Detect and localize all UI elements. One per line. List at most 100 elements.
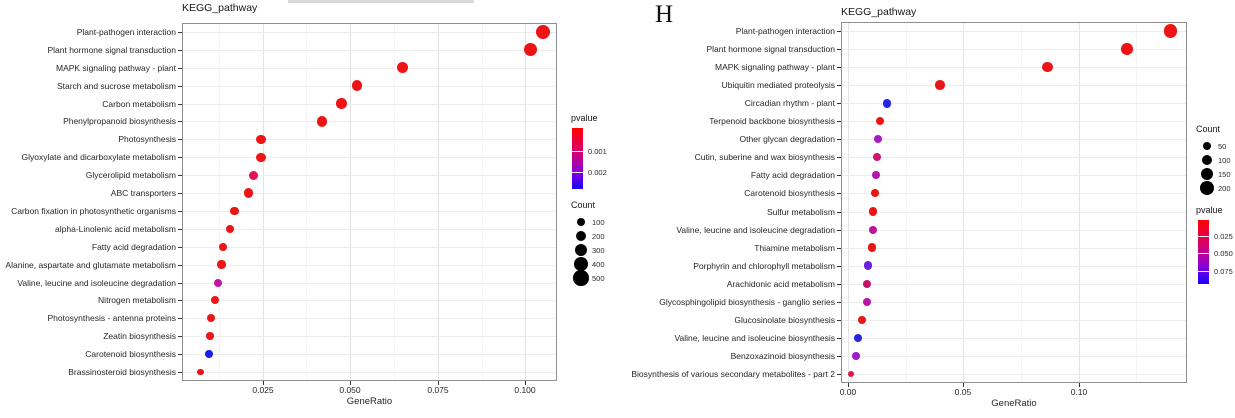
data-point: [256, 152, 266, 162]
count-legend-label: 500: [592, 274, 605, 283]
gridline-row: [842, 85, 1186, 86]
gridline-row: [842, 212, 1186, 213]
pvalue-tick-label: 0.025: [1214, 232, 1233, 241]
y-axis-tick: [178, 372, 182, 373]
x-axis-tick: [438, 381, 439, 385]
x-axis-tick: [263, 381, 264, 385]
pvalue-legend-title: pvalue: [571, 113, 598, 123]
pvalue-gradient-bar: [1198, 220, 1209, 284]
gridline-major: [963, 23, 964, 382]
data-point: [873, 135, 882, 144]
gridline-row: [183, 157, 556, 158]
y-axis-tick: [178, 300, 182, 301]
data-point: [205, 350, 213, 358]
gridline-row: [842, 157, 1186, 158]
y-axis-label: Arachidonic acid metabolism: [726, 278, 835, 289]
gridline-minor: [306, 24, 307, 380]
gridline-minor: [394, 24, 395, 380]
pvalue-tick-label: 0.002: [588, 167, 607, 177]
x-tick-label: 0.100: [514, 385, 536, 395]
y-axis-tick: [178, 193, 182, 194]
y-axis-tick: [837, 121, 841, 122]
y-axis-label: Carotenoid biosynthesis: [744, 188, 835, 199]
pvalue-gradient-tick: [1198, 236, 1209, 237]
data-point: [934, 80, 945, 90]
y-axis-tick: [178, 86, 182, 87]
data-point: [869, 207, 878, 216]
gridline-row: [183, 50, 556, 51]
y-axis-tick: [837, 31, 841, 32]
gridline-row: [183, 318, 556, 319]
gridline-major: [525, 24, 526, 380]
y-axis-tick: [178, 354, 182, 355]
y-axis-label: Plant-pathogen interaction: [735, 26, 835, 37]
data-point: [863, 297, 872, 306]
gridline-row: [842, 193, 1186, 194]
gridline-row: [842, 356, 1186, 357]
y-axis-tick: [178, 229, 182, 230]
data-point: [243, 188, 254, 198]
y-axis-tick: [837, 338, 841, 339]
gridline-row: [183, 265, 556, 266]
y-axis-label: Zeatin biosynthesis: [103, 331, 176, 342]
y-axis-tick: [178, 283, 182, 284]
data-point: [857, 315, 866, 324]
x-tick-label: 0.10: [1070, 387, 1088, 397]
y-axis-label: Carbon fixation in photosynthetic organi…: [11, 205, 176, 216]
y-axis-label: Valine, leucine and isoleucine degradati…: [676, 224, 835, 235]
x-axis-tick: [525, 381, 526, 385]
y-axis-tick: [178, 139, 182, 140]
y-axis-label: Terpenoid backbone biosynthesis: [709, 116, 835, 127]
pvalue-gradient-tick: [572, 151, 583, 152]
gridline-minor: [482, 24, 483, 380]
data-point: [863, 279, 872, 288]
pvalue-gradient-tick: [1198, 271, 1209, 272]
gridline-row: [183, 193, 556, 194]
data-point: [225, 224, 235, 234]
y-axis-tick: [837, 356, 841, 357]
y-axis-label: Thiamine metabolism: [754, 242, 835, 253]
data-point: [871, 171, 880, 180]
y-axis-label: Fatty acid degradation: [750, 170, 835, 181]
data-point: [213, 278, 222, 287]
gridline-row: [842, 175, 1186, 176]
chart-title: KEGG_pathway: [182, 2, 258, 14]
gridline-major: [1079, 23, 1080, 382]
gridline-row: [842, 139, 1186, 140]
y-axis-label: Glyoxylate and dicarboxylate metabolism: [21, 152, 177, 163]
y-axis-tick: [837, 175, 841, 176]
data-point: [524, 43, 538, 57]
gridline-row: [842, 338, 1186, 339]
y-axis-tick: [837, 49, 841, 50]
x-axis-title: GeneRatio: [346, 396, 393, 407]
y-axis-tick: [178, 104, 182, 105]
data-point: [249, 170, 259, 180]
gridline-row: [183, 247, 556, 248]
y-axis-label: Plant-pathogen interaction: [76, 26, 176, 37]
y-axis-label: Alanine, aspartate and glutamate metabol…: [5, 259, 176, 270]
count-legend-label: 300: [592, 246, 605, 255]
data-point: [882, 98, 892, 108]
x-axis-tick: [848, 383, 849, 387]
data-point: [872, 153, 881, 162]
x-axis-tick: [1079, 383, 1080, 387]
y-axis-tick: [178, 68, 182, 69]
gridline-minor: [219, 24, 220, 380]
data-point: [1121, 43, 1133, 55]
y-axis-label: Biosynthesis of various secondary metabo…: [631, 368, 835, 379]
count-legend-label: 50: [1218, 142, 1227, 151]
y-axis-label: Photosynthesis: [118, 134, 176, 145]
y-axis-tick: [178, 336, 182, 337]
y-axis-label: Cutin, suberine and wax biosynthesis: [694, 152, 835, 163]
y-axis-label: Fatty acid degradation: [91, 241, 176, 252]
y-axis-tick: [837, 230, 841, 231]
gridline-row: [183, 283, 556, 284]
x-tick-label: 0.00: [839, 387, 857, 397]
count-legend-dot: [1202, 141, 1212, 151]
y-axis-label: Glycerolipid metabolism: [85, 170, 176, 181]
gridline-minor: [1136, 23, 1137, 382]
count-legend-dot: [1200, 181, 1214, 195]
